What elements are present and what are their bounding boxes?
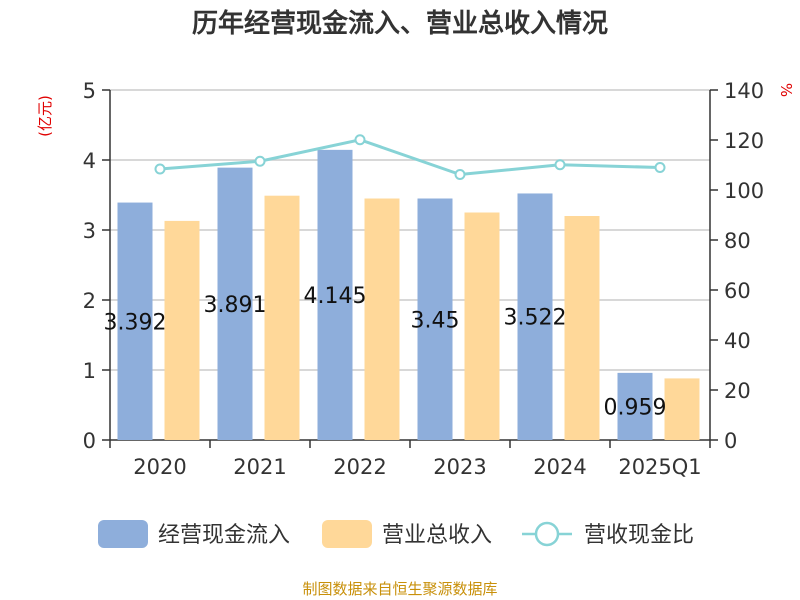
right-tick-label: 0 — [724, 429, 737, 453]
ratio-line — [154, 134, 666, 180]
x-tick-label: 2021 — [233, 455, 286, 479]
source-note: 制图数据来自恒生聚源数据库 — [302, 580, 497, 598]
left-tick-label: 1 — [83, 359, 96, 383]
revenue-bar — [264, 195, 300, 440]
legend: 经营现金流入 营业总收入 营收现金比 — [98, 520, 694, 548]
legend-swatch — [322, 520, 372, 548]
left-tick-label: 2 — [83, 289, 96, 313]
revenue-bar — [564, 216, 600, 440]
data-labels: 3.392 3.891 4.145 3.45 3.522 0.959 — [104, 284, 667, 421]
ratio-point — [254, 155, 266, 167]
bars — [117, 149, 700, 440]
cash-inflow-value-label: 4.145 — [304, 284, 367, 309]
cash-inflow-value-label: 0.959 — [604, 395, 667, 420]
cash-inflow-bar — [417, 198, 453, 440]
chart-title: 历年经营现金流入、营业总收入情况 — [192, 8, 608, 39]
legend-label: 营收现金比 — [584, 523, 694, 548]
cash-inflow-bar — [517, 193, 553, 440]
axes: 0 1 2 3 4 5 0 20 40 60 80 100 120 140 2020 2021 2022 2023… — [83, 79, 764, 479]
cash-inflow-value-label: 3.392 — [104, 310, 167, 335]
cash-inflow-bar — [117, 202, 153, 440]
cash-inflow-bar — [317, 149, 353, 440]
left-tick-label: 0 — [83, 429, 96, 453]
ratio-line-path — [159, 138, 661, 177]
revenue-bar — [664, 378, 700, 440]
x-tick-label: 2024 — [533, 455, 586, 479]
right-tick-label: 100 — [724, 179, 764, 203]
cash-inflow-value-label: 3.522 — [504, 306, 567, 331]
left-tick-label: 3 — [83, 219, 96, 243]
legend-swatch — [98, 520, 148, 548]
revenue-bar — [164, 220, 200, 440]
left-tick-label: 4 — [83, 149, 96, 173]
gridlines — [110, 89, 710, 371]
x-tick-label: 2025Q1 — [618, 455, 701, 479]
legend-label: 营业总收入 — [382, 523, 492, 548]
legend-marker — [534, 521, 560, 547]
ratio-point — [454, 169, 466, 180]
x-tick-label: 2022 — [333, 455, 386, 479]
right-tick-label: 120 — [724, 129, 764, 153]
left-tick-label: 5 — [83, 79, 96, 103]
right-tick-label: 20 — [724, 379, 751, 403]
x-tick-label: 2020 — [133, 455, 186, 479]
ratio-point — [554, 159, 566, 171]
cash-inflow-value-label: 3.45 — [411, 308, 460, 333]
right-tick-label: 40 — [724, 329, 751, 353]
x-tick-label: 2023 — [433, 455, 486, 479]
right-tick-label: 140 — [724, 79, 764, 103]
ratio-point — [354, 134, 366, 146]
revenue-bar — [364, 198, 400, 440]
right-axis-unit: % — [777, 83, 795, 97]
cash-inflow-bar — [217, 167, 253, 440]
cash-inflow-value-label: 3.891 — [204, 293, 267, 318]
cash-inflow-bar — [617, 372, 653, 440]
right-tick-label: 80 — [724, 229, 751, 253]
ratio-point — [154, 163, 166, 175]
right-tick-label: 60 — [724, 279, 751, 303]
left-axis-unit: (亿元) — [36, 95, 54, 137]
legend-label: 经营现金流入 — [158, 523, 290, 548]
ratio-point — [654, 162, 666, 173]
revenue-bar — [464, 212, 500, 440]
